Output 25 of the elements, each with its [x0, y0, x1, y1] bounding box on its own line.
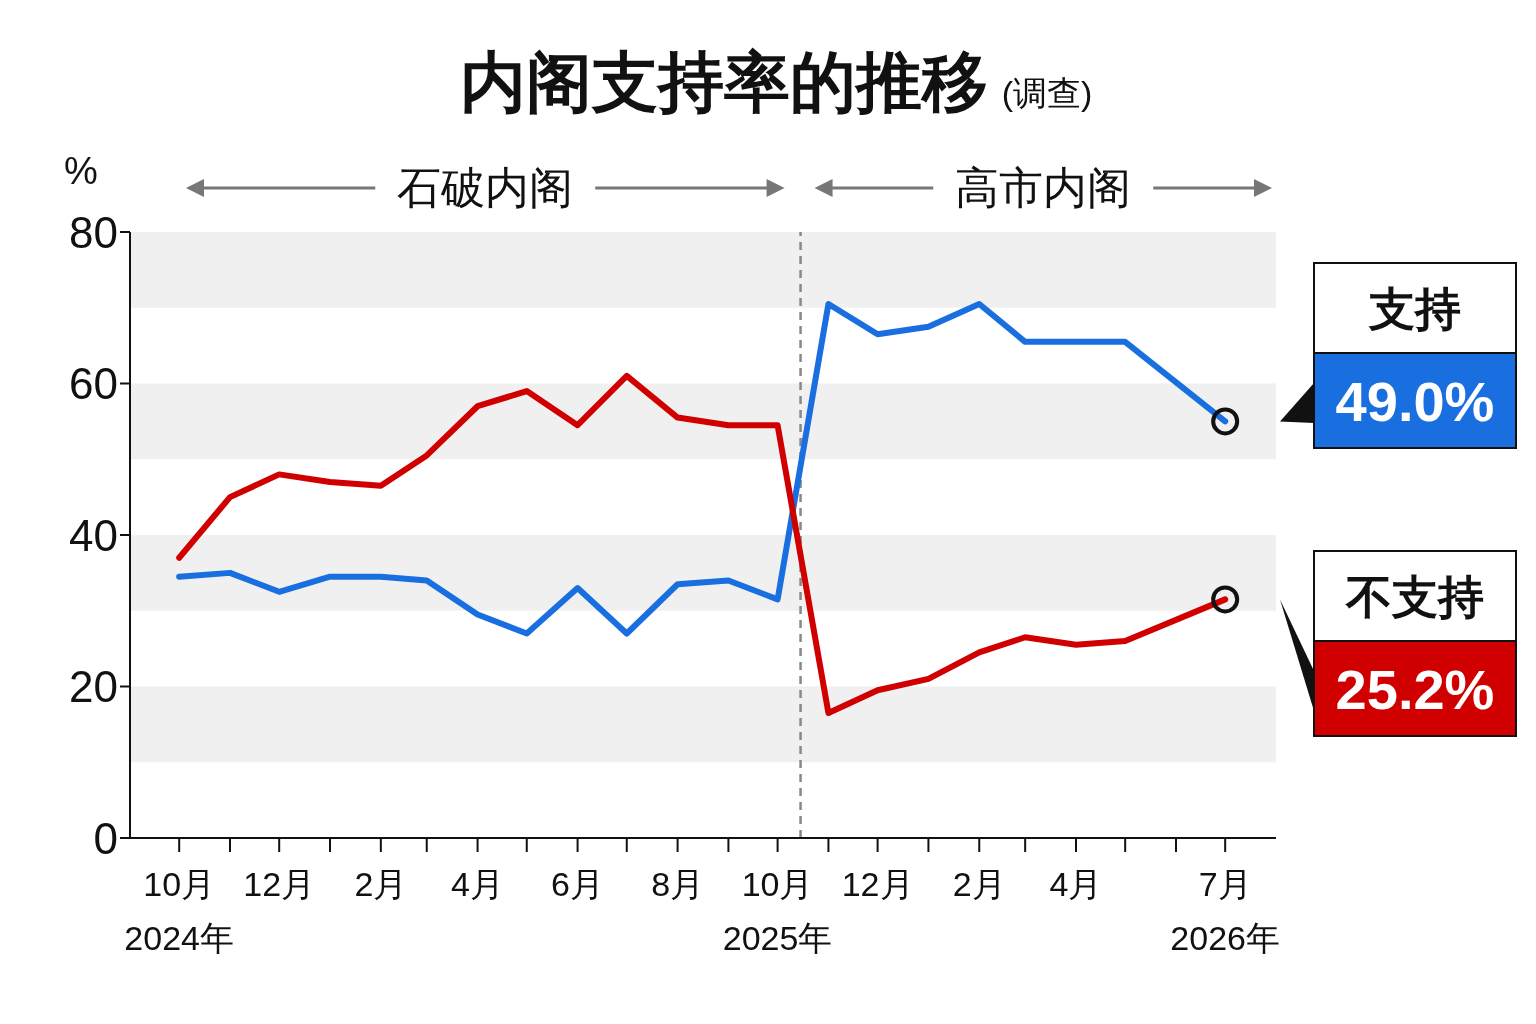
x-tick-label: 10月 2025年	[722, 865, 833, 957]
x-tick-label: 7月 2026年	[1170, 865, 1280, 957]
x-tick-label: 4月	[451, 865, 505, 903]
x-tick-label: 2月	[952, 865, 1006, 903]
x-tick-label: 12月	[243, 865, 316, 903]
annotation: 25.2%	[1335, 658, 1495, 721]
chart-title: 内阁支持率的推移	[459, 45, 988, 119]
y-tick-label: 80	[69, 207, 118, 257]
annotation: 49.0%	[1335, 370, 1495, 433]
chart-subtitle: (调查)	[1001, 74, 1093, 112]
x-tick-label: 10月 2024年	[124, 865, 234, 957]
y-tick-label: 60	[69, 359, 118, 409]
text: 支持	[1368, 283, 1461, 335]
x-tick-label: 2月	[354, 865, 408, 903]
text: 不支持	[1345, 571, 1484, 623]
y-tick-label: 0	[93, 813, 118, 863]
y-tick-label: 20	[69, 662, 118, 712]
x-tick-label: 6月	[551, 865, 605, 903]
text: 高市内阁	[955, 163, 1132, 212]
x-tick-label: 8月	[651, 865, 705, 903]
x-tick-label: 12月	[841, 865, 914, 903]
text: 石破内阁	[397, 163, 574, 212]
y-tick-label: 40	[69, 510, 118, 560]
y-axis-title: %	[64, 150, 98, 193]
x-tick-label: 4月	[1049, 865, 1103, 903]
